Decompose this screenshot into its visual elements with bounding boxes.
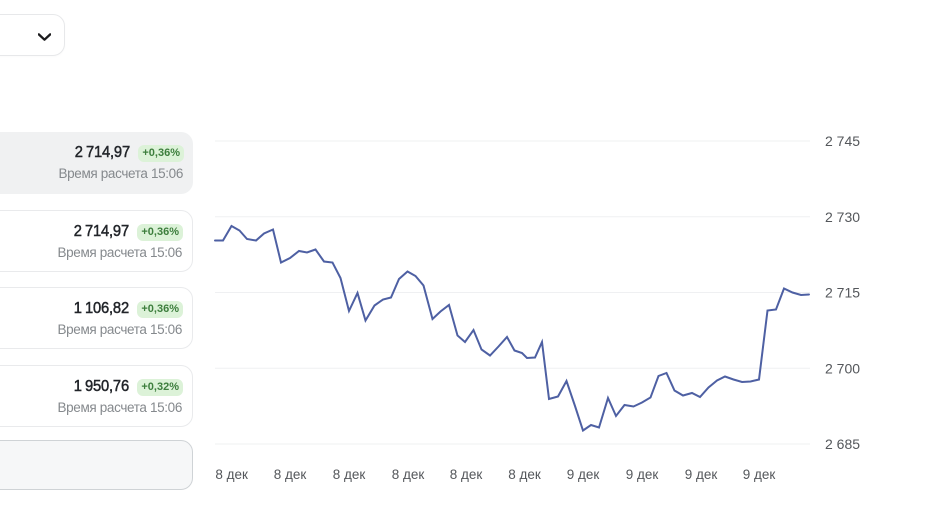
svg-text:8 дек: 8 дек: [450, 467, 483, 482]
svg-text:8 дек: 8 дек: [392, 467, 425, 482]
svg-text:2 685: 2 685: [825, 436, 860, 452]
svg-text:9 дек: 9 дек: [685, 467, 718, 482]
svg-text:8 дек: 8 дек: [215, 467, 248, 482]
svg-text:2 730: 2 730: [825, 209, 860, 225]
svg-text:8 дек: 8 дек: [333, 467, 366, 482]
svg-text:2 700: 2 700: [825, 360, 860, 376]
svg-text:9 дек: 9 дек: [743, 467, 776, 482]
svg-text:8 дек: 8 дек: [508, 467, 541, 482]
svg-text:9 дек: 9 дек: [567, 467, 600, 482]
svg-text:9 дек: 9 дек: [626, 467, 659, 482]
svg-text:8 дек: 8 дек: [274, 467, 307, 482]
svg-text:2 745: 2 745: [825, 133, 860, 149]
svg-text:2 715: 2 715: [825, 285, 860, 301]
